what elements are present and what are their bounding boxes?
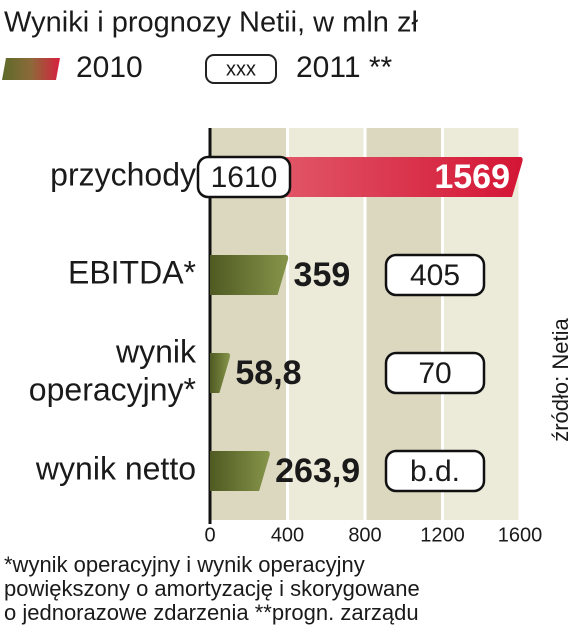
footnote: *wynik operacyjny i wynik operacyjny — [4, 552, 365, 577]
source: źródło: Netia — [548, 317, 573, 441]
legend-box-text: xxx — [226, 58, 256, 80]
x-tick-label: 400 — [271, 524, 304, 546]
x-tick-label: 1600 — [498, 524, 543, 546]
forecast-box — [384, 253, 486, 297]
forecast-label: 1610 — [211, 161, 278, 194]
forecast-box — [384, 449, 486, 493]
forecast-box — [196, 155, 292, 199]
footnote: powiększony o amortyzację i skorygowane — [4, 576, 420, 601]
legend-label: 2011 ** — [296, 51, 393, 84]
value-label: 263,9 — [275, 452, 360, 490]
legend-box — [205, 54, 277, 84]
x-tick-label: 800 — [348, 524, 381, 546]
value-label: 359 — [294, 256, 351, 294]
value-label: 1569 — [434, 158, 510, 196]
bar — [210, 255, 289, 295]
bar — [210, 451, 270, 491]
x-tick-label: 1200 — [420, 524, 465, 546]
forecast-label: 70 — [418, 357, 451, 390]
x-tick-label: 0 — [204, 524, 215, 546]
value-label: 58,8 — [235, 354, 301, 392]
legend-swatch — [2, 58, 60, 80]
bar — [210, 353, 231, 393]
category-label: wynik netto — [35, 450, 196, 486]
forecast-label: b.d. — [410, 455, 460, 488]
legend-label: 2010 — [76, 51, 143, 84]
footnote: o jednorazowe zdarzenia **progn. zarządu — [4, 600, 419, 625]
category-label: EBITDA* — [68, 254, 196, 290]
category-label: przychody — [50, 156, 196, 192]
forecast-label: 405 — [410, 259, 460, 292]
category-label: operacyjny* — [29, 371, 196, 407]
chart-title: Wyniki i prognozy Netii, w mln zł — [4, 7, 418, 39]
category-label: wynik — [115, 333, 197, 369]
forecast-box — [384, 351, 486, 395]
